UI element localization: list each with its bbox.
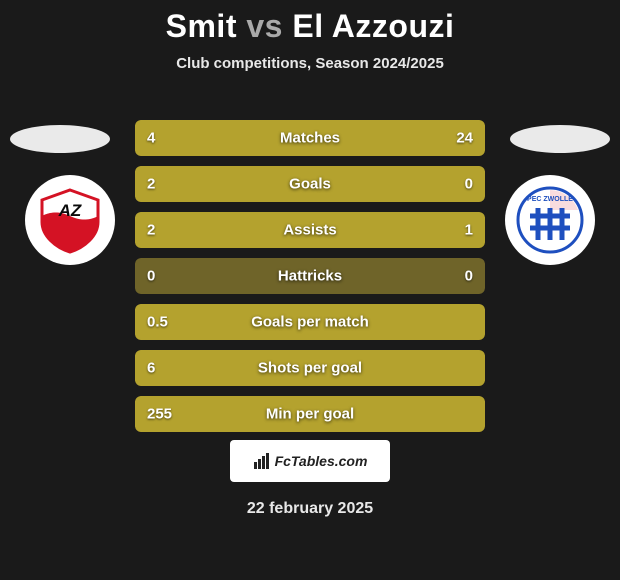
stat-metric-label: Shots per goal [258, 360, 362, 377]
az-logo-icon: AZ [36, 186, 104, 254]
branding-text: FcTables.com [275, 453, 368, 469]
stat-row: 6 Shots per goal [135, 350, 485, 386]
stat-value-left: 255 [147, 406, 172, 423]
vs-label: vs [246, 8, 283, 44]
stat-value-left: 0 [147, 268, 155, 285]
pec-zwolle-logo-icon: PEC ZWOLLE [516, 186, 584, 254]
club-badge-left: AZ [25, 175, 115, 265]
date-label: 22 february 2025 [247, 500, 373, 518]
stat-row: 4 24 Matches [135, 120, 485, 156]
club-badge-right: PEC ZWOLLE [505, 175, 595, 265]
stat-row: 255 Min per goal [135, 396, 485, 432]
svg-text:PEC ZWOLLE: PEC ZWOLLE [527, 196, 573, 203]
branding-badge: FcTables.com [230, 440, 390, 482]
stat-metric-label: Assists [283, 222, 336, 239]
stat-metric-label: Goals per match [251, 314, 369, 331]
branding-logo-icon [253, 452, 271, 470]
player2-name: El Azzouzi [292, 8, 454, 44]
stat-value-right: 1 [465, 222, 473, 239]
stat-row: 2 1 Assists [135, 212, 485, 248]
stat-value-right: 0 [465, 176, 473, 193]
comparison-bars: 4 24 Matches 2 0 Goals 2 1 Assists 0 0 Hattricks 0.5… [135, 120, 485, 442]
stat-metric-label: Hattricks [278, 268, 342, 285]
stat-row: 0 0 Hattricks [135, 258, 485, 294]
stat-value-left: 2 [147, 176, 155, 193]
stat-value-left: 4 [147, 130, 155, 147]
subtitle: Club competitions, Season 2024/2025 [0, 55, 620, 72]
stat-row: 0.5 Goals per match [135, 304, 485, 340]
stat-value-left: 6 [147, 360, 155, 377]
player2-silhouette [510, 125, 610, 153]
stat-value-left: 0.5 [147, 314, 168, 331]
stat-metric-label: Min per goal [266, 406, 354, 423]
stat-value-left: 2 [147, 222, 155, 239]
stat-metric-label: Goals [289, 176, 331, 193]
stat-row: 2 0 Goals [135, 166, 485, 202]
svg-text:AZ: AZ [58, 201, 82, 220]
stat-metric-label: Matches [280, 130, 340, 147]
player1-name: Smit [166, 8, 237, 44]
comparison-title: Smit vs El Azzouzi [0, 0, 620, 45]
stat-fill-left [135, 120, 185, 156]
stat-value-right: 0 [465, 268, 473, 285]
stat-value-right: 24 [456, 130, 473, 147]
player1-silhouette [10, 125, 110, 153]
